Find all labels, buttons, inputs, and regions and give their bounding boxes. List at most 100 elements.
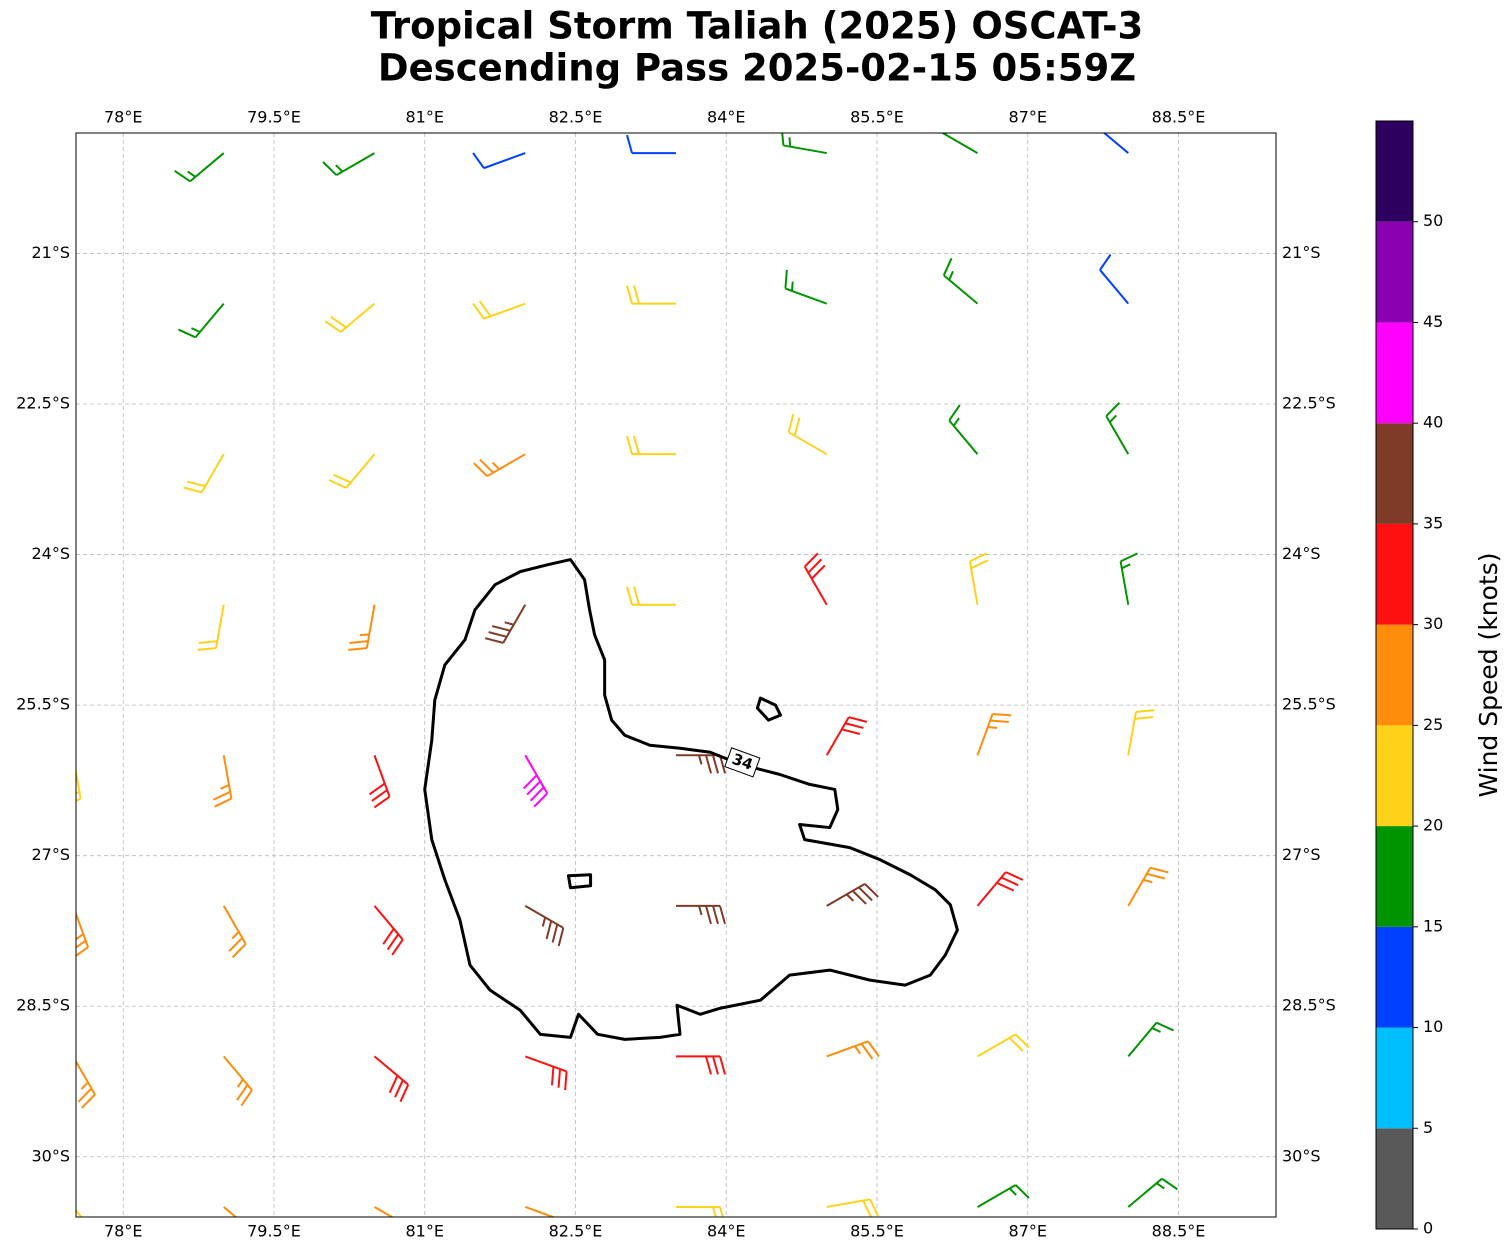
wind-barb	[784, 269, 828, 305]
wind-barb	[1102, 133, 1129, 154]
colorbar-tick-label: 5	[1423, 1118, 1433, 1137]
colorbar-swatch	[1376, 523, 1413, 625]
x-tick-label: 79.5°E	[247, 1222, 301, 1241]
colorbar-swatch	[1376, 826, 1413, 927]
colorbar-tick-label: 15	[1423, 916, 1443, 935]
colorbar-tick-label: 30	[1423, 614, 1443, 633]
wind-barb	[178, 302, 225, 339]
wind-barb	[676, 754, 726, 774]
wind-barb	[76, 1059, 96, 1109]
wind-barb	[222, 905, 247, 958]
wind-barb	[1127, 709, 1155, 756]
colorbar-swatch	[1376, 725, 1413, 827]
x-tick-label: 85.5°E	[850, 1222, 904, 1241]
y-tick-label: 21°S	[31, 243, 70, 262]
wind-barb	[524, 1055, 568, 1091]
colorbar-swatch	[1376, 1027, 1413, 1129]
wind-barb	[76, 911, 89, 958]
plot-area: 34	[28, 133, 1276, 1217]
wind-barb	[977, 1033, 1030, 1058]
contour-line	[423, 558, 959, 1041]
y-tick-label: 22.5°S	[1282, 394, 1336, 413]
y-tick-label: 28.5°S	[16, 996, 70, 1015]
wind-barb	[174, 152, 225, 183]
wind-barb	[524, 1206, 556, 1217]
colorbar-swatch	[1376, 926, 1413, 1028]
colorbar-swatch	[1376, 221, 1413, 323]
wind-barb	[1127, 1177, 1178, 1208]
x-tick-label: 81°E	[406, 1222, 444, 1241]
wind-barb	[368, 754, 391, 809]
wind-barb	[803, 552, 828, 606]
x-tick-label: 81°E	[406, 108, 444, 127]
wind-barb	[328, 453, 376, 489]
x-tick-label: 79.5°E	[247, 108, 301, 127]
wind-barb	[626, 586, 676, 606]
wind-barb	[948, 404, 979, 455]
x-tick-label: 88.5°E	[1152, 108, 1206, 127]
wind-barb	[676, 904, 726, 925]
wind-barb	[968, 552, 989, 605]
wind-barb	[787, 413, 828, 456]
colorbar-swatch	[1376, 121, 1413, 222]
y-tick-label: 28.5°S	[1282, 996, 1336, 1015]
colorbar-tick-label: 20	[1423, 816, 1443, 835]
chart-subtitle: Descending Pass 2025-02-15 05:59Z	[378, 47, 1136, 90]
colorbar-swatch	[1376, 624, 1413, 726]
wind-barb	[626, 134, 676, 155]
wind-barb	[373, 1055, 410, 1103]
y-tick-label: 22.5°S	[16, 394, 70, 413]
x-tick-label: 87°E	[1009, 1222, 1047, 1241]
y-tick-label: 24°S	[1282, 544, 1321, 563]
wind-barb	[676, 1205, 724, 1217]
wind-barb	[1127, 1021, 1174, 1058]
wind-barb	[826, 1040, 880, 1060]
wind-barb	[222, 1055, 253, 1107]
wind-barb	[76, 1208, 83, 1217]
y-tick-label: 21°S	[1282, 243, 1321, 262]
wind-barb	[197, 604, 225, 651]
x-tick-label: 82.5°E	[549, 108, 603, 127]
wind-barb	[28, 153, 73, 187]
colorbar-tick-label: 40	[1423, 413, 1443, 432]
y-tick-label: 24°S	[31, 544, 70, 563]
plot-frame	[75, 132, 1277, 1218]
wind-barb	[76, 766, 82, 802]
wind-barb	[676, 1055, 726, 1075]
y-tick-label: 27°S	[1282, 845, 1321, 864]
wind-barb	[781, 133, 827, 155]
wind-barb	[373, 905, 404, 956]
y-tick-label: 25.5°S	[1282, 695, 1336, 714]
x-tick-label: 88.5°E	[1152, 1222, 1206, 1241]
wind-barb	[39, 454, 73, 495]
contour-line	[566, 873, 593, 890]
wind-barb	[524, 904, 565, 947]
colorbar-tick-label: 45	[1423, 312, 1443, 331]
colorbar-tick-label: 35	[1423, 513, 1443, 532]
wind-barb	[484, 604, 527, 644]
y-tick-label: 30°S	[31, 1146, 70, 1165]
y-tick-label: 30°S	[1282, 1146, 1321, 1165]
wind-barb	[472, 152, 526, 170]
wind-barb	[324, 302, 376, 333]
y-tick-label: 25.5°S	[16, 695, 70, 714]
wind-barb	[1105, 402, 1130, 455]
colorbar-swatch	[1376, 423, 1413, 524]
wind-barb	[826, 882, 879, 907]
colorbar-tick-label: 50	[1423, 211, 1443, 230]
x-tick-label: 84°E	[707, 108, 745, 127]
x-tick-label: 87°E	[1009, 108, 1047, 127]
map-layer: 34	[28, 133, 1276, 1217]
wind-barb	[976, 712, 1012, 756]
x-tick-label: 78°E	[104, 108, 142, 127]
wind-barb	[322, 152, 375, 176]
wind-barb	[33, 304, 73, 342]
wind-barb	[826, 1198, 880, 1217]
contour-label-box	[724, 747, 761, 778]
wind-barb	[348, 604, 376, 651]
colorbar-swatch	[1376, 1128, 1413, 1229]
wind-barb	[1099, 253, 1130, 305]
x-tick-label: 85.5°E	[850, 108, 904, 127]
colorbar-frame	[1375, 120, 1414, 1230]
